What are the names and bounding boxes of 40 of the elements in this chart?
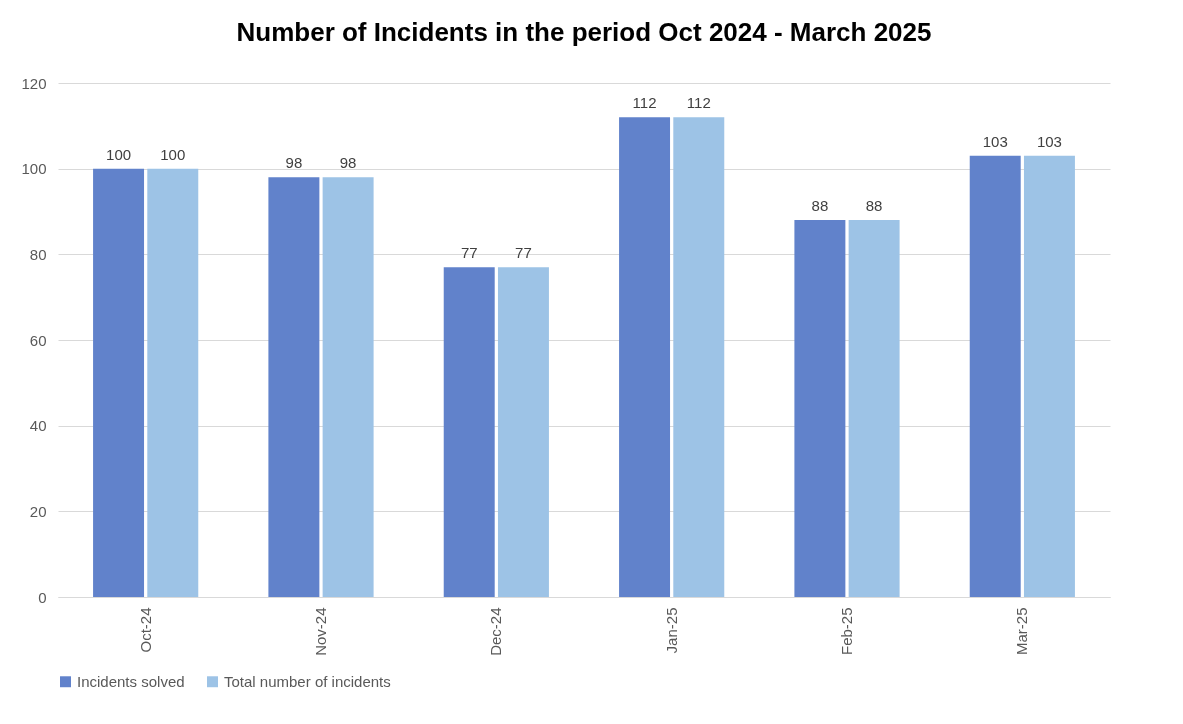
data-label: 98 bbox=[285, 154, 303, 172]
data-label: 103 bbox=[982, 132, 1008, 150]
bar bbox=[268, 177, 320, 597]
bar bbox=[443, 267, 495, 597]
chart-title: Number of Incidents in the period Oct 2024 - March 2025 bbox=[236, 17, 932, 47]
bar bbox=[497, 267, 549, 597]
bar bbox=[848, 220, 900, 597]
x-tick-label: Jan-25 bbox=[662, 607, 680, 654]
bar bbox=[794, 220, 846, 597]
data-label: 112 bbox=[632, 94, 657, 112]
data-label: 88 bbox=[811, 197, 829, 215]
legend-label: Incidents solved bbox=[77, 672, 185, 690]
y-tick-label: 80 bbox=[29, 245, 47, 263]
bar bbox=[673, 117, 725, 597]
y-tick-label: 40 bbox=[29, 417, 47, 435]
bar bbox=[322, 177, 374, 597]
bar bbox=[147, 168, 199, 597]
x-tick-label: Nov-24 bbox=[312, 607, 329, 656]
y-tick-label: 20 bbox=[29, 502, 47, 520]
data-label: 103 bbox=[1036, 132, 1062, 150]
bar bbox=[1023, 155, 1075, 597]
data-label: 77 bbox=[460, 244, 478, 262]
x-tick-label: Mar-25 bbox=[1013, 607, 1031, 656]
data-label: 100 bbox=[160, 145, 186, 163]
bar bbox=[969, 155, 1021, 597]
bar bbox=[619, 117, 671, 597]
x-tick-label: Dec-24 bbox=[487, 607, 505, 656]
legend-label: Total number of incidents bbox=[224, 672, 391, 690]
y-tick-label: 120 bbox=[21, 74, 47, 92]
bar bbox=[93, 168, 145, 597]
x-tick-label: Feb-25 bbox=[838, 607, 855, 656]
y-tick-label: 60 bbox=[29, 331, 47, 349]
x-tick-label: Oct-24 bbox=[136, 607, 154, 653]
y-tick-label: 100 bbox=[21, 160, 47, 178]
y-tick-label: 0 bbox=[38, 588, 47, 606]
data-label: 98 bbox=[339, 154, 357, 172]
data-label: 112 bbox=[686, 94, 711, 112]
data-label: 88 bbox=[865, 197, 883, 215]
data-label: 77 bbox=[515, 244, 532, 262]
data-label: 100 bbox=[106, 145, 132, 163]
